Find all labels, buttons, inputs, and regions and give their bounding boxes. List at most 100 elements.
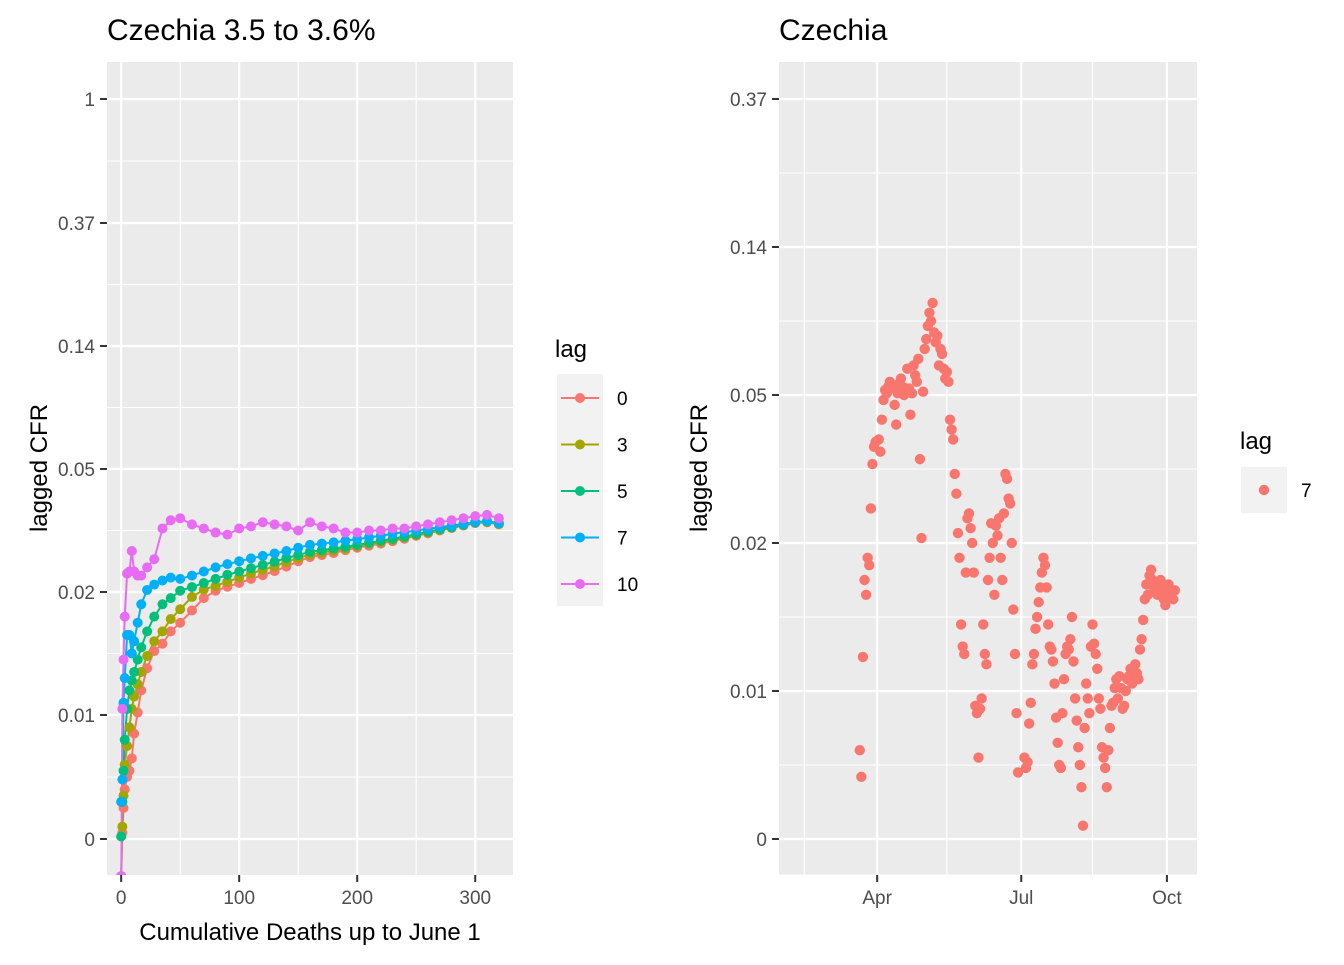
panel1-y-tick-label: 0.14 [58,337,95,358]
data-point-lag-7 [1031,611,1043,623]
data-point-lag-7 [859,574,870,586]
panel1-x-tick-label: 200 [341,888,373,909]
panel-cfr-over-time: Czechia 00.010.020.050.140.37 Apr Jul Oct … [686,14,1312,909]
data-point-lag-7 [132,617,143,628]
data-point-lag-5 [269,556,280,567]
data-point-lag-7 [1095,703,1106,714]
panel1-series-points [116,509,504,875]
panel2-title: Czechia [779,14,888,47]
data-point-lag-0 [149,646,160,657]
data-point-lag-7 [973,752,984,763]
legend-key-point-lag-0 [575,393,585,403]
data-point-lag-7 [157,575,168,586]
data-point-lag-7 [269,548,280,559]
data-point-lag-10 [210,527,221,538]
data-point-lag-7 [1042,619,1054,630]
data-point-lag-7 [954,552,965,563]
data-point-lag-10 [117,703,128,714]
data-point-lag-7 [1001,473,1013,485]
data-point-lag-7 [982,574,994,586]
data-point-lag-3 [175,604,186,615]
data-point-lag-7 [1073,742,1084,753]
panel-cfr-vs-cumulative-deaths: Czechia 3.5 to 3.6% 0 0.01 0.02 0.05 0.14 0.3… [26,14,638,946]
data-point-lag-7 [1103,745,1114,756]
data-point-lag-10 [136,570,147,581]
data-point-lag-10 [281,521,292,532]
data-point-lag-10 [352,527,363,538]
data-point-lag-10 [126,546,137,556]
data-point-lag-5 [124,685,135,696]
panel2-x-tick-label: Jul [1009,888,1033,909]
data-point-lag-7 [1058,673,1070,685]
data-point-lag-10 [157,523,168,534]
panel2-y-axis: 0 0.01 0.02 0.05 0.14 0.37 [730,90,779,851]
panel2-legend-title: lag [1240,428,1272,455]
data-point-lag-7 [847,878,857,888]
panel1-y-tick-label: 0.05 [58,460,95,481]
data-point-lag-7 [932,330,943,341]
data-point-lag-7 [340,535,351,546]
data-point-lag-3 [210,580,221,591]
data-point-lag-7 [165,572,176,583]
data-point-lag-7 [944,414,956,425]
data-point-lag-7 [1077,820,1089,831]
data-point-lag-7 [1080,678,1092,689]
data-point-lag-10 [328,523,339,534]
data-point-lag-10 [482,509,493,520]
data-point-lag-10 [411,521,422,532]
data-point-lag-10 [116,871,127,875]
panel1-y-tick-label: 0 [84,830,95,851]
data-point-lag-0 [198,593,209,604]
data-point-lag-7 [981,659,992,670]
panel2-x-tick-label: Apr [862,888,892,909]
data-point-lag-7 [1137,614,1149,626]
data-point-lag-7 [889,399,900,411]
data-point-lag-5 [293,550,304,561]
data-point-lag-10 [118,654,129,665]
data-point-lag-7 [876,414,888,425]
data-point-lag-10 [375,525,386,536]
data-point-lag-7 [921,333,932,345]
data-point-lag-7 [1006,537,1017,549]
data-point-lag-7 [175,573,186,584]
data-point-lag-7 [1088,638,1100,649]
data-point-lag-10 [186,519,197,530]
data-point-lag-7 [1065,634,1076,645]
data-point-lag-7 [1068,656,1079,667]
data-point-lag-10 [222,529,233,540]
data-point-lag-10 [245,521,256,532]
data-point-lag-7 [222,559,233,570]
data-point-lag-10 [446,515,457,526]
data-point-lag-10 [387,523,398,534]
panel1-x-tick-label: 300 [459,888,491,909]
data-point-lag-7 [281,546,292,556]
panel2-gridlines [779,62,1197,876]
panel2-y-tick-label: 0.02 [730,534,767,555]
data-point-lag-7 [867,458,878,470]
data-point-lag-5 [149,611,160,622]
legend-key-point-lag-7 [1258,484,1270,496]
data-point-lag-7 [1033,597,1044,608]
data-point-lag-10 [364,525,375,536]
data-point-lag-7 [857,651,869,663]
data-point-lag-0 [126,753,137,764]
data-point-lag-7 [1136,634,1147,645]
data-point-lag-7 [959,648,970,660]
data-point-lag-7 [1074,759,1086,771]
data-point-lag-7 [1030,623,1041,635]
data-point-lag-7 [963,508,975,519]
data-point-lag-7 [1039,560,1051,571]
data-point-lag-7 [924,307,935,318]
data-point-lag-7 [960,567,972,578]
data-point-lag-7 [1114,671,1125,682]
data-point-lag-7 [1022,756,1033,768]
data-point-lag-5 [281,552,292,563]
data-point-lag-7 [854,745,865,756]
data-point-lag-10 [234,523,245,534]
data-point-lag-7 [1090,648,1101,660]
data-point-lag-5 [136,642,147,653]
data-point-lag-10 [257,517,268,528]
data-point-lag-7 [850,878,860,888]
data-point-lag-7 [245,553,256,564]
data-point-lag-7 [906,388,918,399]
